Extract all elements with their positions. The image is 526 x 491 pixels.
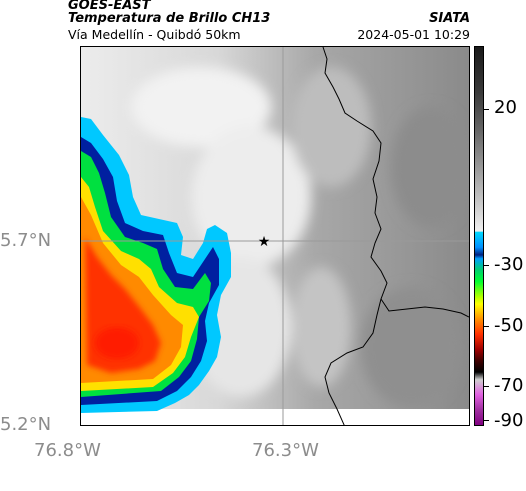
location-label: Vía Medellín - Quibdó 50km (68, 27, 241, 42)
x-tick-76.3W: 76.3°W (252, 440, 319, 461)
datetime-label: 2024-05-01 10:29 (357, 27, 470, 42)
colorbar-tick (484, 326, 489, 327)
colorbar-label: -30 (494, 254, 524, 275)
product-title: Temperatura de Brillo CH13 (68, 11, 271, 26)
colorbar-label: -90 (494, 410, 524, 431)
colorbar-tick (484, 386, 489, 387)
colorbar-label: 20 (494, 97, 517, 118)
organization-label: SIATA (429, 11, 470, 26)
star-icon[interactable]: ★ (258, 234, 271, 250)
colorbar-tick (484, 109, 489, 110)
x-tick-76.8W: 76.8°W (34, 440, 101, 461)
y-tick-5.2N: 5.2°N (0, 414, 52, 435)
colorbar-label: -50 (494, 315, 524, 336)
colorbar-tick (484, 265, 489, 266)
colorbar (474, 46, 484, 426)
storm-cloud (81, 117, 231, 413)
colorbar-label: -70 (494, 375, 524, 396)
satellite-title: GOES-EAST (68, 0, 151, 13)
boundary-line-south (324, 298, 382, 425)
map-bottom-band (81, 409, 469, 425)
y-tick-5.7N: 5.7°N (0, 230, 52, 251)
map-canvas: ★ (81, 47, 469, 425)
satellite-map[interactable]: ★ (80, 46, 470, 426)
colorbar-tick (484, 420, 489, 421)
boundary-line (322, 47, 469, 318)
